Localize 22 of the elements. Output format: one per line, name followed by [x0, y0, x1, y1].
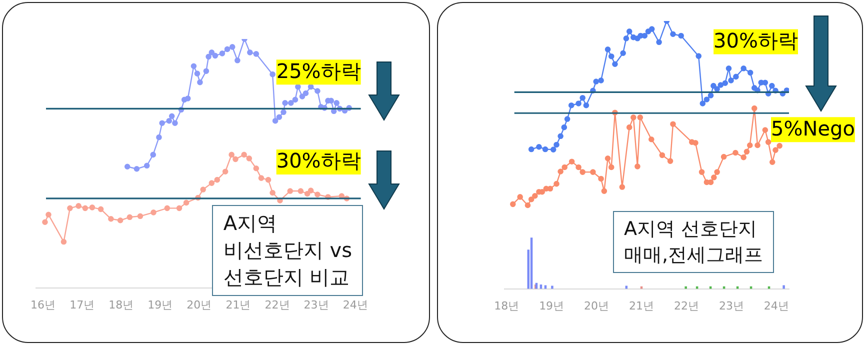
x-tick-label: 22년 — [674, 299, 699, 312]
x-tick-label: 17년 — [70, 298, 95, 312]
ref-line-label: 25%하락 — [276, 58, 361, 83]
x-tick-label: 16년 — [30, 298, 56, 312]
x-tick-label: 23년 — [304, 298, 329, 312]
x-tick-label: 20년 — [584, 299, 610, 312]
x-tick-label: 24년 — [764, 299, 789, 312]
x-tick-label: 23년 — [718, 299, 744, 312]
ref-line-label: 5%Nego — [771, 116, 855, 140]
annotation: A지역 선호단지 매매,전세그래프 — [613, 211, 774, 273]
x-tick-label: 19년 — [539, 299, 564, 312]
x-tick-label: 22년 — [264, 298, 290, 312]
x-tick-label: 21년 — [226, 298, 251, 312]
x-tick-label: 24년 — [342, 298, 368, 312]
ref-line-label: 30%하락 — [276, 148, 361, 173]
x-tick-label: 20년 — [186, 298, 212, 312]
ref-line-label: 30%하락 — [714, 28, 798, 52]
x-tick-label: 21년 — [629, 299, 654, 312]
x-tick-label: 19년 — [148, 298, 173, 312]
x-tick-label: 18년 — [494, 299, 520, 312]
annotation: A지역 비선호단지 vs 선호단지 비교 — [212, 205, 363, 296]
x-tick-label: 18년 — [108, 298, 134, 312]
